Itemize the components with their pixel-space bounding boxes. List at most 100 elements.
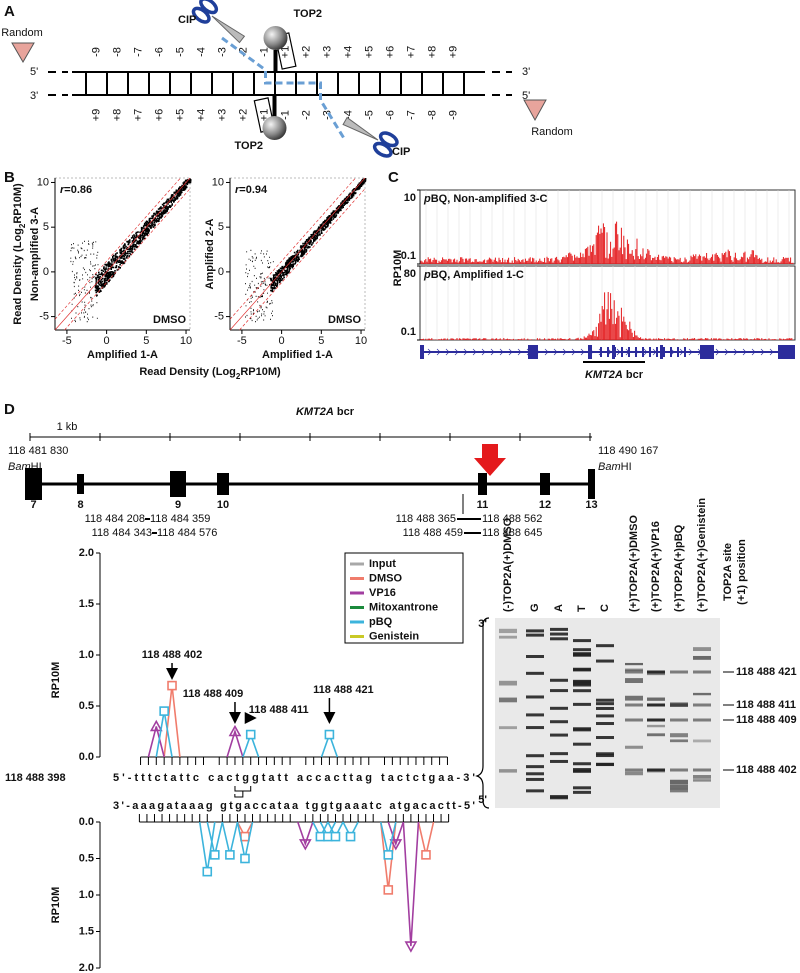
gel-band	[550, 795, 568, 799]
position: -3	[216, 47, 228, 57]
gel-band	[647, 697, 665, 701]
cip-label: CIP	[178, 14, 196, 26]
gel-band	[499, 628, 517, 634]
x-title: Read Density (Log2RP10M)	[139, 366, 281, 381]
exon	[478, 473, 487, 495]
y-label: Amplified 2-A	[204, 219, 216, 290]
gene-chevron	[490, 348, 495, 356]
marker	[202, 866, 213, 877]
gene-chevron	[616, 348, 621, 356]
position-label: 118 488 411	[736, 699, 796, 711]
exon	[612, 345, 615, 359]
position: -9	[447, 110, 459, 120]
x-label: Amplified 1-A	[262, 349, 333, 361]
position: +4	[195, 109, 207, 122]
correlation: r=0.94	[235, 184, 268, 196]
y-tick-label: 10	[212, 176, 224, 188]
panel-label: B	[4, 169, 15, 186]
gene-chevron	[733, 348, 738, 356]
x-tick-label: 5	[318, 335, 324, 347]
position: +2	[237, 109, 249, 122]
x-tick-label: -5	[62, 335, 72, 347]
track-name-part: BQ, Amplified 1-C	[431, 269, 524, 281]
gel-band	[625, 662, 643, 666]
y-tick-label: 80	[404, 268, 416, 280]
gel-band	[693, 692, 711, 696]
gel-band	[526, 765, 544, 769]
gel-band	[573, 702, 591, 706]
gel-band	[596, 736, 614, 740]
exon	[621, 347, 623, 357]
lane-label: C	[599, 604, 611, 612]
position: -1	[279, 110, 291, 120]
marker	[404, 941, 418, 953]
site-part: HI	[31, 461, 42, 473]
exon-label: 12	[539, 499, 551, 511]
gel-band	[693, 775, 711, 779]
site: BamHI	[598, 461, 632, 473]
top2-protein	[263, 26, 288, 50]
marker	[240, 853, 250, 864]
gene-chevron	[499, 348, 504, 356]
correlation-part: =0.94	[239, 184, 268, 196]
gel-band	[573, 652, 591, 656]
y-tick-label: 0.0	[79, 816, 94, 828]
marker	[210, 850, 220, 860]
coord: 118 481 830	[8, 445, 68, 457]
exon	[420, 345, 424, 359]
gel-band	[647, 703, 665, 707]
gene-label-part: KMT2A	[585, 369, 623, 381]
gel-band	[499, 697, 517, 703]
gel-band	[625, 703, 643, 707]
lane-label: T	[576, 605, 588, 612]
track-name: pBQ, Amplified 1-C	[423, 269, 524, 281]
top2-link	[273, 50, 278, 72]
coord: 118 488 645	[482, 527, 542, 539]
gel-band	[670, 733, 688, 738]
exon	[588, 469, 595, 499]
annotation: 118 488 411	[249, 704, 309, 716]
legend-label: Mitoxantrone	[369, 601, 438, 613]
gel-band	[526, 726, 544, 730]
reference-line	[64, 188, 191, 331]
spike	[402, 821, 420, 947]
marker	[421, 850, 431, 860]
gel-band	[499, 680, 517, 686]
position-label: 118 488 402	[736, 764, 797, 776]
gene-chevron	[742, 348, 747, 356]
gel-band	[573, 769, 591, 773]
random-marker	[11, 42, 35, 63]
gene-chevron	[751, 348, 756, 356]
position-label: 118 488 409	[736, 714, 797, 726]
gene-chevron	[463, 348, 468, 356]
marker	[245, 729, 256, 740]
position: -5	[363, 110, 375, 120]
gel-band	[670, 768, 688, 772]
marker	[228, 724, 242, 737]
gel-band	[625, 695, 643, 701]
handle	[372, 141, 393, 158]
gel-band	[550, 733, 568, 737]
x-title-part: RP10M)	[240, 366, 281, 378]
gel-band	[625, 771, 643, 776]
lane-label: G	[529, 603, 541, 612]
position: -4	[195, 47, 207, 57]
marker	[149, 719, 163, 732]
marker	[298, 839, 312, 851]
gel-band	[550, 678, 568, 682]
gene-chevron	[580, 348, 585, 356]
gel-band	[573, 689, 591, 693]
y-title-part: RP10M)	[12, 183, 24, 224]
exon	[588, 345, 592, 359]
correlation-part: r	[235, 184, 240, 196]
y-tick-label: 10	[37, 176, 49, 188]
y-label: Non-amplified 3-A	[29, 207, 41, 301]
exon	[660, 345, 663, 359]
position: -8	[426, 110, 438, 120]
gene-chevron	[760, 348, 765, 356]
spike	[147, 726, 165, 758]
gel-band	[670, 779, 688, 785]
marker	[159, 706, 169, 716]
site-title: TOP2A site	[722, 543, 734, 601]
gel-band	[550, 627, 568, 631]
